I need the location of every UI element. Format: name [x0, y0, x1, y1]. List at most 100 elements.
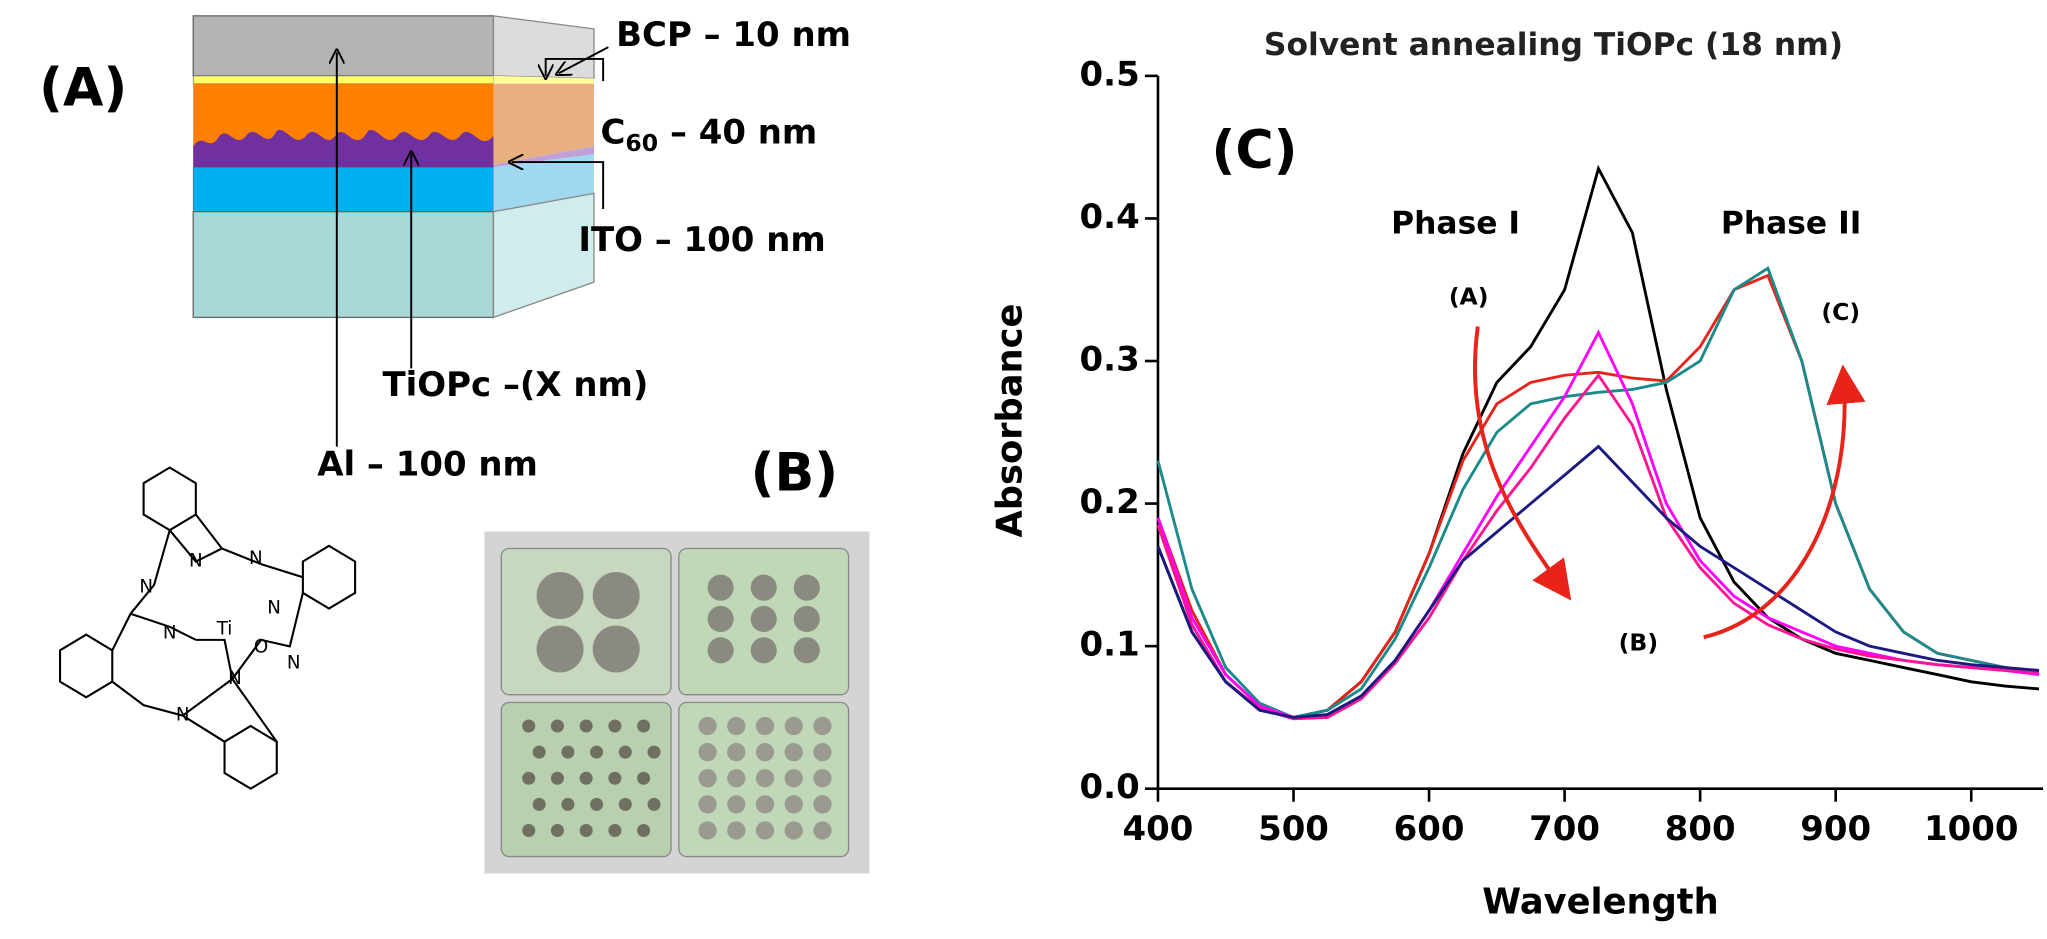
pixel	[561, 797, 575, 811]
layer-label: Al – 100 nm	[317, 445, 538, 485]
annotation: (B)	[1619, 628, 1658, 656]
molecule-atoms: N N N N N N N N Ti O	[139, 548, 300, 726]
trend-arrow	[1703, 364, 1866, 640]
atom-label: Ti	[216, 618, 233, 639]
x-tick-label: 800	[1665, 809, 1736, 849]
device-stack	[192, 15, 609, 447]
atom-label: N	[228, 668, 242, 689]
pixel	[755, 742, 775, 762]
pixel	[698, 769, 717, 788]
pixel	[784, 769, 803, 788]
pixel	[755, 795, 775, 814]
atom-label: N	[287, 652, 301, 673]
y-tick-label: 0.0	[1080, 767, 1140, 807]
pixel	[608, 823, 622, 837]
layer-label-sub: 60	[625, 128, 658, 156]
atom-label: N	[189, 551, 203, 572]
pixel	[522, 771, 536, 785]
atom-label: N	[267, 598, 281, 619]
x-tick-label: 600	[1394, 809, 1465, 849]
pixel	[813, 769, 832, 788]
pixel	[637, 771, 651, 785]
pixel	[647, 745, 661, 759]
x-axis-label: Wavelength	[1482, 882, 1718, 923]
x-tick-label: 400	[1123, 809, 1194, 849]
pixel	[637, 719, 651, 733]
pixel	[698, 795, 717, 814]
pixel	[532, 745, 546, 759]
pixel	[755, 821, 775, 840]
layer-label-part: C	[601, 112, 626, 152]
y-tick-label: 0.3	[1080, 340, 1140, 380]
chart-title: Solvent annealing TiOPc (18 nm)	[1264, 27, 1843, 63]
layer-label: TiOPc –(X nm)	[383, 365, 649, 405]
atom-label: N	[176, 705, 190, 726]
x-tick-label: 1000	[1924, 809, 2018, 849]
pixel	[608, 771, 622, 785]
pixel	[698, 716, 717, 736]
pixel	[727, 821, 746, 840]
panel-label: (C)	[1211, 121, 1297, 181]
pixel	[532, 797, 546, 811]
layer-label: ITO – 100 nm	[578, 220, 825, 260]
pixel	[813, 795, 832, 814]
pixel	[647, 797, 661, 811]
pixel	[813, 742, 832, 762]
device-photo	[484, 531, 870, 874]
pixel	[727, 795, 746, 814]
atom-label: N	[163, 622, 177, 643]
pixel	[522, 823, 536, 837]
annotation: (C)	[1821, 298, 1860, 326]
y-axis-label: Absorbance	[990, 304, 1031, 538]
series-line	[1156, 444, 2040, 719]
pixel	[522, 719, 536, 733]
y-tick-label: 0.4	[1080, 197, 1140, 237]
atom-label: N	[249, 548, 263, 569]
pixel	[608, 719, 622, 733]
layer-label-part: – 40 nm	[658, 112, 817, 152]
pixel	[550, 771, 564, 785]
pixel	[784, 821, 803, 840]
y-tick-label: 0.2	[1080, 482, 1140, 522]
panel-label: (B)	[751, 444, 839, 504]
pixel	[698, 742, 717, 762]
pixel	[784, 716, 803, 736]
layer-label: C60 – 40 nm	[601, 112, 818, 156]
pixel	[813, 821, 832, 840]
pixel	[755, 716, 775, 736]
annotation: Phase II	[1721, 206, 1862, 242]
panel-label: (A)	[39, 59, 127, 119]
pixel	[637, 823, 651, 837]
pixel	[561, 745, 575, 759]
pixel	[618, 797, 632, 811]
x-tick-label: 500	[1258, 809, 1329, 849]
layer-label: BCP – 10 nm	[616, 15, 851, 55]
pixel	[550, 719, 564, 733]
pixel	[579, 719, 593, 733]
atom-label: O	[254, 637, 268, 658]
pixel	[550, 823, 564, 837]
pixel	[579, 771, 593, 785]
pixel	[727, 716, 746, 736]
series-line	[1156, 372, 2040, 721]
pixel	[618, 745, 632, 759]
pixel	[784, 742, 803, 762]
pixel	[590, 745, 604, 759]
pixel	[579, 823, 593, 837]
pixel	[727, 769, 746, 788]
trend-arrow	[1473, 326, 1572, 601]
y-tick-label: 0.5	[1080, 54, 1140, 94]
annotation: (A)	[1449, 282, 1489, 310]
atom-label: N	[139, 577, 153, 598]
molecule	[59, 466, 357, 790]
pixel	[590, 797, 604, 811]
pixel	[698, 821, 717, 840]
pixel	[755, 769, 775, 788]
pixel	[784, 795, 803, 814]
pixel	[727, 742, 746, 762]
x-tick-label: 900	[1800, 809, 1871, 849]
annotation: Phase I	[1391, 206, 1520, 242]
series-line	[1156, 273, 2040, 719]
chart: Solvent annealing TiOPc (18 nm) (C) Wave…	[990, 27, 2044, 923]
